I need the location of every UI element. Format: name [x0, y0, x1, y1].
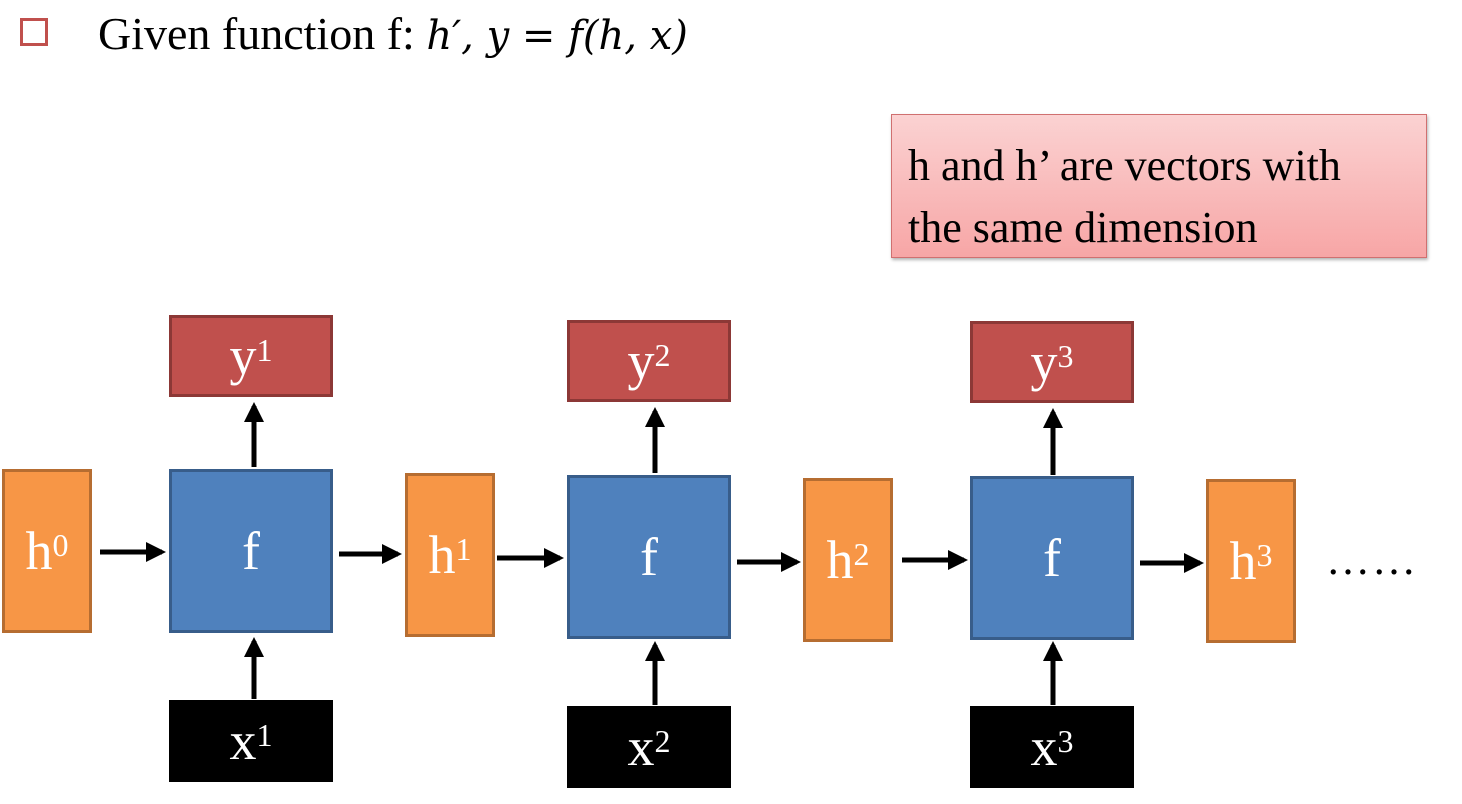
note-box: h and h’ are vectors with the same dimen…: [891, 114, 1427, 258]
continuation-ellipsis: ……: [1326, 535, 1418, 584]
page-title: Given function f: h′, y = f(h, x): [98, 4, 688, 66]
title-formula: h′, y = f(h, x): [426, 13, 688, 59]
note-line-2: the same dimension: [908, 203, 1258, 252]
title-prefix: Given function f:: [98, 8, 427, 59]
bullet-square-icon: [20, 18, 48, 46]
function-box-1: f: [169, 469, 333, 633]
function-box-2: f: [567, 475, 731, 639]
function-box-3: f: [970, 476, 1134, 640]
note-line-1: h and h’ are vectors with: [908, 141, 1341, 190]
